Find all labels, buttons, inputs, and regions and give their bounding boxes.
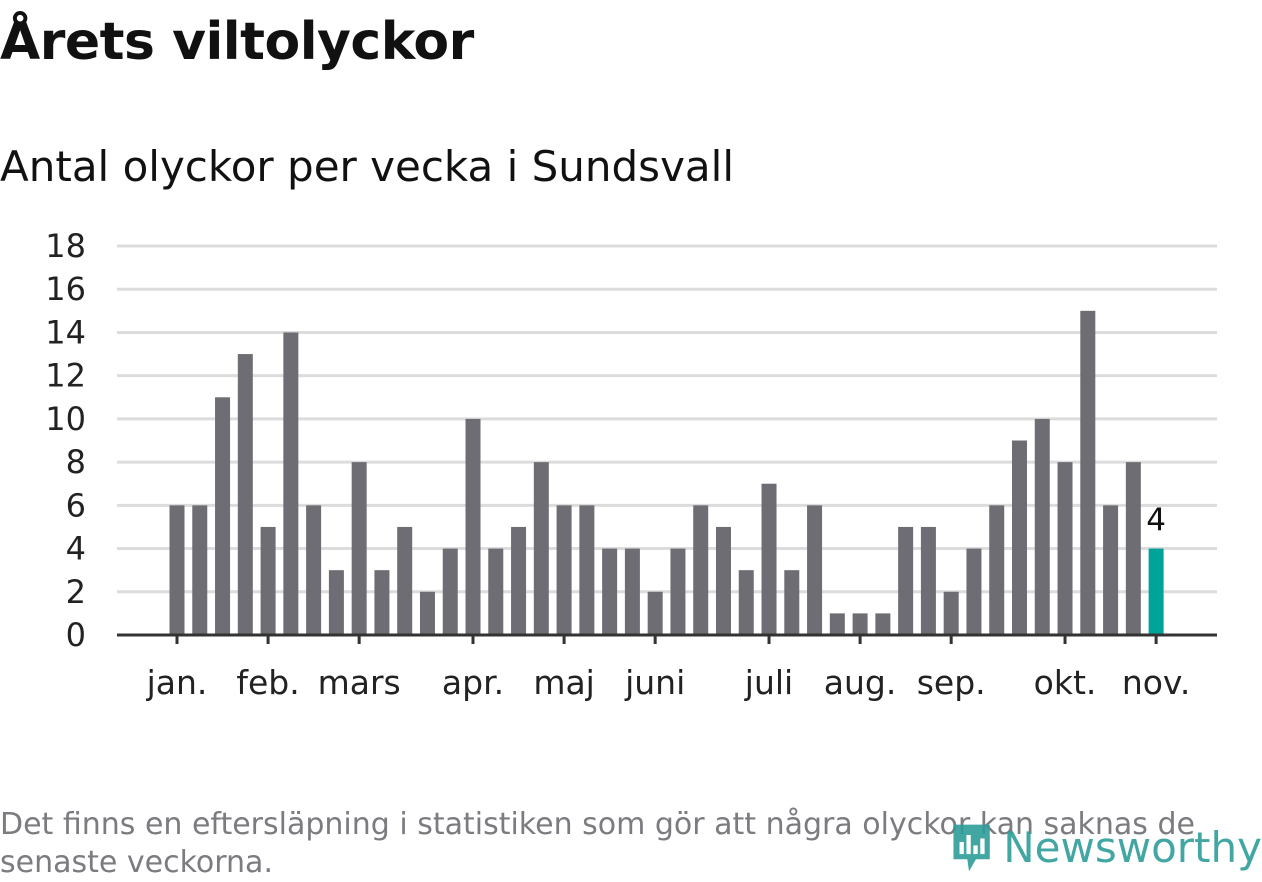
bar: [989, 505, 1005, 635]
bar: [670, 548, 686, 635]
bar: [875, 613, 891, 635]
y-tick-label: 12: [45, 357, 86, 395]
y-tick-label: 2: [66, 573, 86, 611]
bar: [852, 613, 868, 635]
chart-subtitle: Antal olyckor per vecka i Sundsvall: [0, 142, 734, 191]
bar: [1080, 310, 1096, 635]
bar: [465, 418, 481, 635]
x-axis-ticks: jan. feb. mars apr. maj juni juli aug. sep. okt. n…: [146, 635, 1191, 702]
bar: [693, 505, 709, 635]
bar: [898, 526, 914, 635]
bar: [715, 526, 731, 635]
bar: [943, 591, 959, 635]
bar: [829, 613, 845, 635]
footnote: Det finns en eftersläpning i statistiken…: [0, 807, 1195, 880]
x-tick-label: jan.: [146, 663, 208, 702]
x-tick-label: juli: [744, 663, 793, 702]
bar: [920, 526, 936, 635]
bar: [602, 548, 618, 635]
x-tick-label: okt.: [1034, 663, 1097, 702]
x-tick-label: apr.: [442, 663, 504, 702]
bar: [738, 570, 754, 635]
bar: [419, 591, 435, 635]
bar: [807, 505, 823, 635]
bar: [488, 548, 504, 635]
x-tick-label: sep.: [917, 663, 986, 702]
bar: [442, 548, 458, 635]
bar: [1125, 462, 1141, 635]
bars: [169, 310, 1164, 635]
bar: [306, 505, 322, 635]
x-tick-label: feb.: [236, 663, 299, 702]
y-tick-label: 16: [45, 270, 86, 308]
bar: [761, 483, 777, 635]
bar: [1034, 418, 1050, 635]
bar: [374, 570, 390, 635]
bar: [192, 505, 208, 635]
newsworthy-logo-icon: [953, 824, 990, 871]
bar: [966, 548, 982, 635]
bar: [351, 462, 367, 635]
x-tick-label: nov.: [1122, 663, 1191, 702]
y-tick-label: 18: [45, 227, 86, 265]
grid-lines: [117, 244, 1217, 594]
bar: [556, 505, 572, 635]
y-tick-label: 10: [45, 400, 86, 438]
bar: [1011, 440, 1027, 635]
brand-name: Newsworthy: [1003, 823, 1262, 872]
bar: [624, 548, 640, 635]
y-tick-label: 14: [45, 313, 86, 351]
y-tick-label: 4: [66, 530, 86, 568]
bar: [397, 526, 413, 635]
bar: [169, 505, 185, 635]
last-value-label: 4: [1146, 503, 1166, 539]
bar: [215, 397, 231, 635]
chart-title: Årets viltolyckor: [0, 12, 474, 72]
x-tick-label: aug.: [824, 663, 897, 702]
y-tick-label: 8: [66, 443, 86, 481]
y-tick-label: 6: [66, 486, 86, 524]
brand-logo: Newsworthy: [950, 816, 1262, 879]
bar: [647, 591, 663, 635]
x-tick-label: maj: [533, 663, 595, 702]
x-tick-label: mars: [318, 663, 401, 702]
bar: [1103, 505, 1119, 635]
y-tick-label: 0: [66, 616, 86, 654]
bar: [260, 526, 276, 635]
bar: [511, 526, 527, 635]
bar: [283, 332, 299, 635]
bar: [533, 462, 549, 635]
bar: [784, 570, 800, 635]
x-tick-label: juni: [624, 663, 685, 702]
y-axis-ticks: 0 2 4 6 8 10 12 14 16 18: [45, 227, 86, 654]
bar: [237, 354, 253, 635]
bar: [579, 505, 595, 635]
bar: [328, 570, 344, 635]
bar-current-week: [1148, 548, 1164, 635]
bar: [1057, 462, 1073, 635]
